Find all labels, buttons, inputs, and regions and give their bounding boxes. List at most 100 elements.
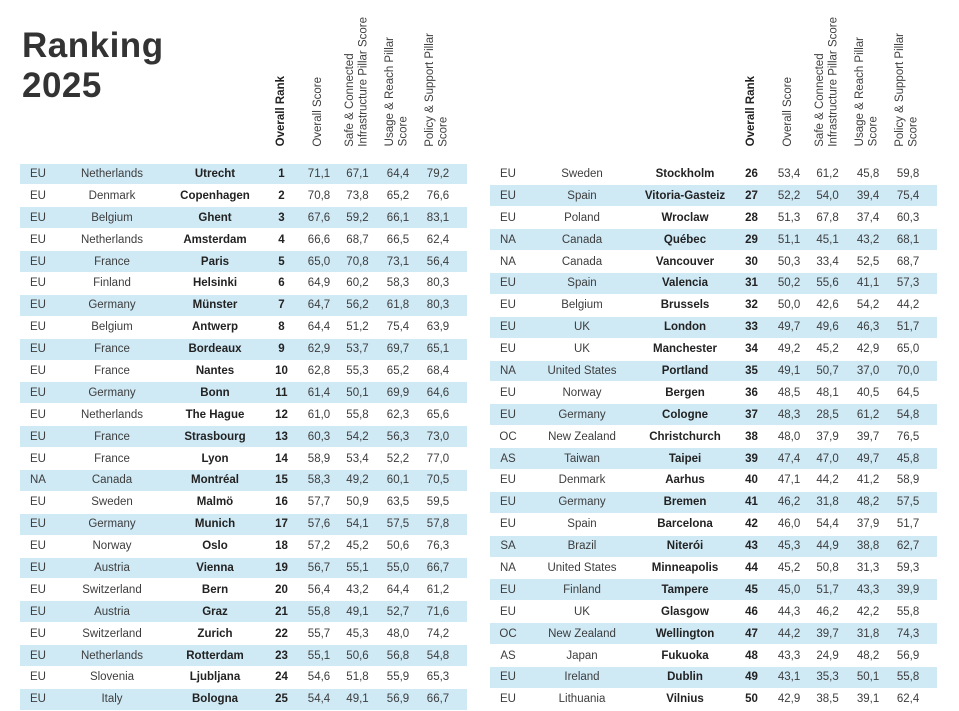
policy-score-cell: 57,5 bbox=[888, 490, 938, 514]
usage-score-cell: 43,3 bbox=[848, 578, 889, 602]
table-row: OC New Zealand Christchurch 38 48,0 37,9 39,7 7… bbox=[490, 425, 938, 449]
city-cell: London bbox=[638, 315, 733, 339]
column-header-overall-score: Overall Score bbox=[782, 76, 795, 147]
rank-cell: 2 bbox=[262, 184, 301, 208]
policy-score-cell: 65,0 bbox=[888, 337, 938, 361]
city-cell: Münster bbox=[168, 293, 262, 317]
city-cell: Vienna bbox=[168, 556, 262, 580]
overall-score-cell: 57,7 bbox=[301, 490, 337, 514]
country-cell: Netherlands bbox=[56, 644, 168, 667]
usage-score-cell: 66,5 bbox=[378, 228, 418, 252]
region-cell: EU bbox=[20, 556, 56, 580]
country-cell: France bbox=[56, 425, 168, 449]
column-header-policy-support-pillar: Policy & Support Pillar Score bbox=[894, 32, 921, 147]
rank-cell: 28 bbox=[732, 206, 772, 230]
region-cell: EU bbox=[20, 337, 56, 361]
city-cell: Bern bbox=[168, 578, 262, 602]
title-cell-spacer bbox=[490, 0, 732, 163]
infrastructure-score-cell: 49,1 bbox=[337, 600, 378, 624]
region-cell: EU bbox=[20, 293, 56, 317]
city-cell: Taipei bbox=[638, 447, 733, 470]
region-cell: EU bbox=[20, 665, 56, 689]
country-cell: Spain bbox=[526, 271, 638, 295]
region-cell: EU bbox=[490, 512, 526, 536]
city-cell: Vancouver bbox=[638, 250, 733, 273]
city-cell: Vitoria-Gasteiz bbox=[638, 184, 733, 208]
usage-score-cell: 37,4 bbox=[848, 206, 889, 230]
region-cell: EU bbox=[490, 600, 526, 624]
overall-score-cell: 50,0 bbox=[771, 293, 808, 317]
overall-score-cell: 61,4 bbox=[301, 381, 337, 405]
region-cell: EU bbox=[20, 315, 56, 339]
usage-score-cell: 56,3 bbox=[378, 425, 418, 449]
table-row: EU Spain Vitoria-Gasteiz 27 52,2 54,0 39,4 75,4 bbox=[490, 184, 938, 208]
table-row: EU Switzerland Bern 20 56,4 43,2 64,4 61,2 bbox=[20, 578, 467, 602]
infrastructure-score-cell: 37,9 bbox=[807, 425, 849, 449]
column-header-infrastructure-pillar: Safe & Connected Infrastructure Pillar S… bbox=[813, 16, 840, 147]
table-row: EU France Bordeaux 9 62,9 53,7 69,7 65,1 bbox=[20, 337, 467, 361]
country-cell: UK bbox=[526, 337, 638, 361]
policy-score-cell: 66,7 bbox=[418, 687, 467, 711]
country-cell: United States bbox=[526, 359, 638, 383]
policy-score-cell: 51,7 bbox=[888, 315, 938, 339]
country-cell: Spain bbox=[526, 184, 638, 208]
infrastructure-score-cell: 54,4 bbox=[807, 512, 849, 536]
usage-score-cell: 31,8 bbox=[848, 622, 889, 646]
city-cell: Portland bbox=[638, 359, 733, 383]
policy-score-cell: 64,5 bbox=[888, 381, 938, 405]
country-cell: UK bbox=[526, 315, 638, 339]
region-cell: NA bbox=[490, 228, 526, 252]
region-cell: EU bbox=[490, 271, 526, 295]
country-cell: Canada bbox=[526, 228, 638, 252]
country-cell: France bbox=[56, 250, 168, 273]
usage-score-cell: 54,2 bbox=[848, 293, 889, 317]
country-cell: Brazil bbox=[526, 534, 638, 558]
policy-score-cell: 62,4 bbox=[418, 228, 467, 252]
region-cell: EU bbox=[20, 490, 56, 514]
infrastructure-score-cell: 53,7 bbox=[337, 337, 378, 361]
policy-score-cell: 74,3 bbox=[888, 622, 938, 646]
city-cell: Ljubljana bbox=[168, 665, 262, 689]
policy-score-cell: 77,0 bbox=[418, 447, 467, 470]
infrastructure-score-cell: 24,9 bbox=[807, 644, 849, 667]
table-row: EU Spain Barcelona 42 46,0 54,4 37,9 51,7 bbox=[490, 512, 938, 536]
city-cell: Tampere bbox=[638, 578, 733, 602]
usage-score-cell: 65,2 bbox=[378, 359, 418, 383]
rank-cell: 46 bbox=[732, 600, 772, 624]
infrastructure-score-cell: 28,5 bbox=[807, 403, 849, 427]
infrastructure-score-cell: 42,6 bbox=[807, 293, 849, 317]
policy-score-cell: 60,3 bbox=[888, 206, 938, 230]
policy-score-cell: 68,7 bbox=[888, 250, 938, 273]
usage-score-cell: 64,4 bbox=[378, 162, 418, 186]
region-cell: EU bbox=[20, 644, 56, 667]
country-cell: Germany bbox=[56, 293, 168, 317]
usage-score-cell: 46,3 bbox=[848, 315, 889, 339]
table-row: EU Netherlands The Hague 12 61,0 55,8 62,3 65,6 bbox=[20, 403, 467, 427]
country-cell: Sweden bbox=[56, 490, 168, 514]
overall-score-cell: 48,3 bbox=[771, 403, 808, 427]
overall-score-cell: 56,4 bbox=[301, 578, 337, 602]
policy-score-cell: 61,2 bbox=[418, 578, 467, 602]
infrastructure-score-cell: 67,8 bbox=[807, 206, 849, 230]
country-cell: Netherlands bbox=[56, 162, 168, 186]
rank-cell: 4 bbox=[262, 228, 301, 252]
table-row: EU Switzerland Zurich 22 55,7 45,3 48,0 74,2 bbox=[20, 622, 467, 646]
city-cell: Malmö bbox=[168, 490, 262, 514]
rank-cell: 22 bbox=[262, 622, 301, 646]
rank-cell: 47 bbox=[732, 622, 772, 646]
infrastructure-score-cell: 39,7 bbox=[807, 622, 849, 646]
overall-score-cell: 71,1 bbox=[301, 162, 337, 186]
region-cell: OC bbox=[490, 622, 526, 646]
overall-score-cell: 47,1 bbox=[771, 468, 808, 492]
usage-score-cell: 56,8 bbox=[378, 644, 418, 667]
city-cell: Glasgow bbox=[638, 600, 733, 624]
country-cell: Lithuania bbox=[526, 687, 638, 711]
rank-cell: 13 bbox=[262, 425, 301, 449]
table-row: EU Germany Bremen 41 46,2 31,8 48,2 57,5 bbox=[490, 490, 938, 514]
infrastructure-score-cell: 70,8 bbox=[337, 250, 378, 273]
infrastructure-score-cell: 44,2 bbox=[807, 468, 849, 492]
usage-score-cell: 62,3 bbox=[378, 403, 418, 427]
usage-score-cell: 58,3 bbox=[378, 271, 418, 295]
region-cell: EU bbox=[490, 687, 526, 711]
usage-score-cell: 39,4 bbox=[848, 184, 889, 208]
